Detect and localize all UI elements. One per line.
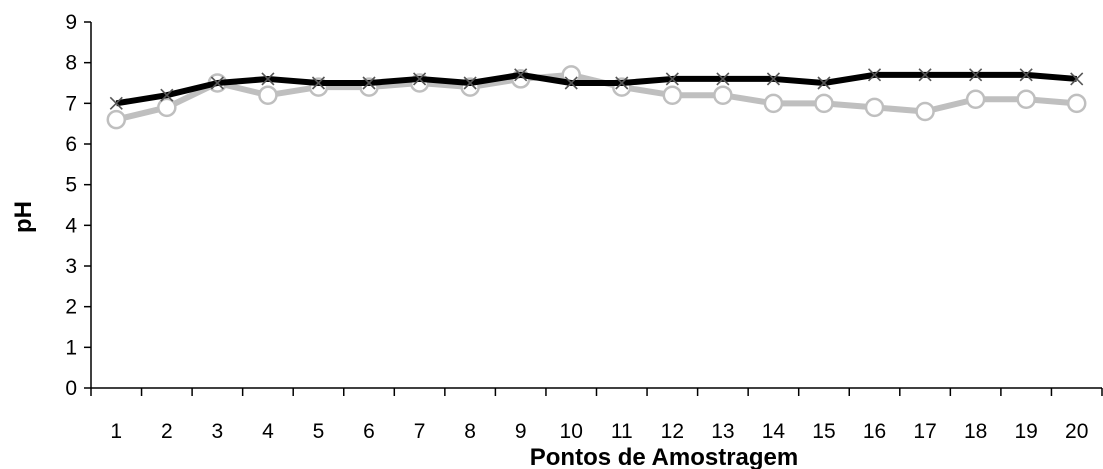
y-tick-label: 5 xyxy=(65,174,77,197)
data-point-x xyxy=(766,72,780,86)
y-tick-label: 2 xyxy=(65,296,77,319)
x-tick-label: 14 xyxy=(762,420,786,443)
y-tick-label: 4 xyxy=(65,214,77,237)
data-point-x xyxy=(1019,68,1033,82)
y-axis-ticks: 0 1 2 3 4 5 6 7 8 9 xyxy=(65,11,91,400)
data-point-x xyxy=(160,88,174,102)
data-point-circle xyxy=(258,85,278,105)
data-point-circle xyxy=(713,85,733,105)
x-tick-label: 1 xyxy=(110,420,122,443)
data-point-x xyxy=(463,76,477,90)
data-point-x xyxy=(867,68,882,82)
series-x xyxy=(109,68,1084,110)
data-point-x xyxy=(413,72,427,86)
x-tick-label: 16 xyxy=(863,420,886,443)
series-line-x xyxy=(115,71,1077,107)
x-tick-label: 11 xyxy=(611,420,633,443)
data-point-circle xyxy=(157,97,177,118)
data-point-x xyxy=(665,72,679,86)
y-tick-label: 7 xyxy=(65,92,77,115)
data-point-circle xyxy=(106,109,127,130)
y-axis-title: pH xyxy=(10,201,37,233)
data-point-circle xyxy=(763,93,784,114)
x-tick-label: 17 xyxy=(913,420,936,443)
x-tick-label: 9 xyxy=(515,420,527,443)
x-tick-label: 7 xyxy=(414,420,426,443)
data-point-x xyxy=(564,76,578,90)
data-point-x xyxy=(817,76,831,90)
x-tick-label: 13 xyxy=(711,420,734,443)
x-tick-label: 8 xyxy=(464,420,476,443)
y-tick-label: 3 xyxy=(65,255,77,278)
series-layer xyxy=(106,65,1087,130)
x-tick-label: 3 xyxy=(212,420,224,443)
data-point-x xyxy=(109,96,123,110)
data-point-x xyxy=(514,68,528,82)
data-point-x xyxy=(918,68,932,82)
data-point-x xyxy=(362,76,376,90)
y-tick-label: 6 xyxy=(65,133,77,156)
x-tick-label: 4 xyxy=(262,420,274,443)
y-tick-label: 1 xyxy=(65,336,77,359)
y-tick-label: 9 xyxy=(65,11,77,34)
data-point-x xyxy=(261,72,275,86)
x-tick-label: 18 xyxy=(964,420,987,443)
data-point-x xyxy=(615,76,629,90)
x-tick-label: 2 xyxy=(161,420,173,443)
x-tick-label: 20 xyxy=(1065,420,1088,443)
data-point-x xyxy=(311,76,326,90)
x-tick-label: 5 xyxy=(313,420,325,443)
x-tick-label: 19 xyxy=(1014,420,1037,443)
data-point-circle xyxy=(814,93,834,114)
x-tick-label: 12 xyxy=(661,420,684,443)
y-tick-label: 0 xyxy=(65,377,77,400)
x-axis-ticks: 1 2 3 4 5 6 7 8 9 10 11 12 13 14 15 16 17 18 19 20 xyxy=(90,388,1103,443)
data-point-x xyxy=(1070,72,1084,86)
data-point-circle xyxy=(662,85,683,105)
data-point-circle xyxy=(1066,93,1087,114)
x-tick-label: 15 xyxy=(812,420,835,443)
data-point-circle xyxy=(864,97,885,118)
data-point-x xyxy=(210,76,224,90)
x-tick-label: 6 xyxy=(363,420,375,443)
x-axis-title: Pontos de Amostragem xyxy=(530,444,799,469)
y-tick-label: 8 xyxy=(65,52,77,75)
data-point-circle xyxy=(965,89,986,110)
data-point-circle xyxy=(1016,89,1036,110)
data-point-x xyxy=(969,68,983,82)
data-point-x xyxy=(716,72,730,86)
data-point-circle xyxy=(915,101,935,122)
x-tick-label: 10 xyxy=(560,420,583,443)
